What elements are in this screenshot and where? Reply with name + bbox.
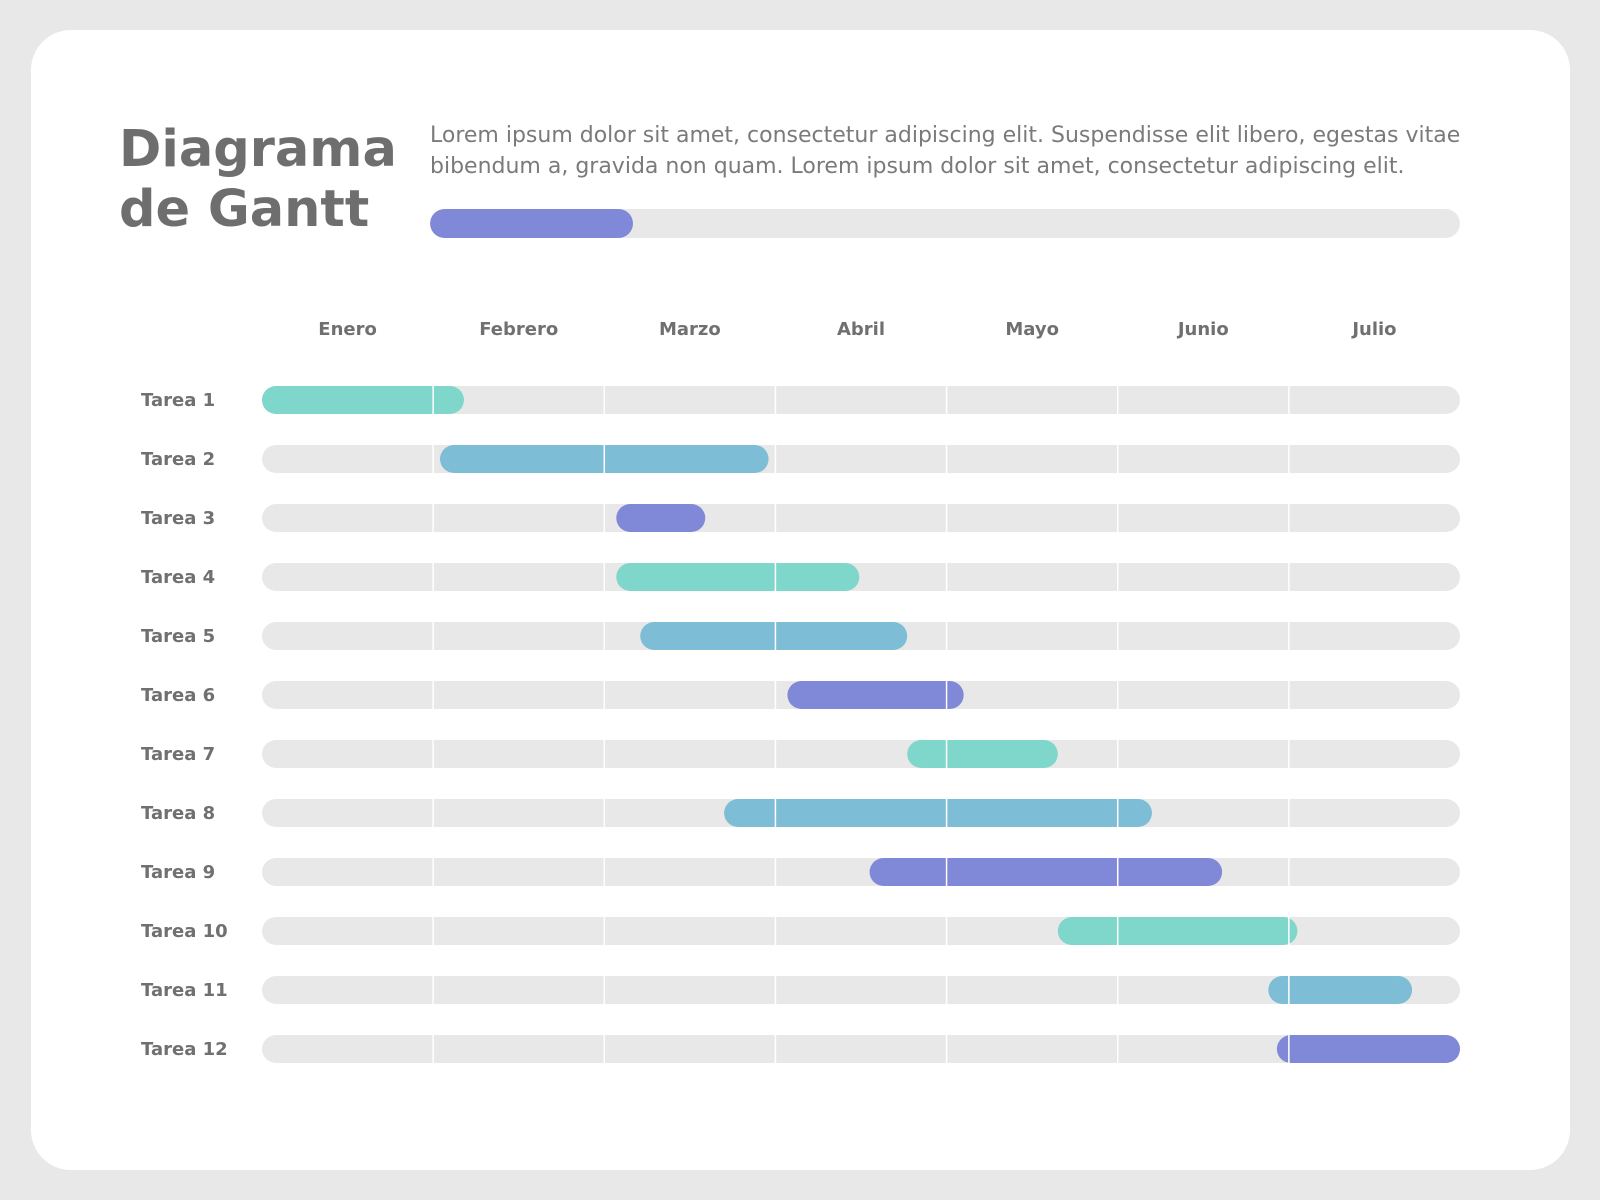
task-label-4: Tarea 4: [141, 567, 215, 588]
task-bar-4: [616, 563, 860, 591]
task-bar-11: [1268, 976, 1413, 1004]
month-label-7: Julio: [1350, 319, 1396, 340]
task-label-2: Tarea 2: [141, 449, 215, 470]
task-bar-5: [640, 622, 908, 650]
task-label-6: Tarea 6: [141, 685, 215, 706]
progress-fill: [430, 209, 633, 238]
task-bar-6: [787, 681, 964, 709]
task-bar-10: [1057, 917, 1298, 945]
task-label-5: Tarea 5: [141, 626, 215, 647]
task-label-8: Tarea 8: [141, 803, 215, 824]
month-label-2: Febrero: [479, 319, 558, 340]
month-label-1: Enero: [318, 319, 377, 340]
title-line-1: Diagrama: [119, 120, 397, 179]
row-track-11: [262, 976, 1460, 1004]
task-bar-8: [724, 799, 1152, 827]
task-label-11: Tarea 11: [141, 980, 228, 1001]
task-bar-3: [616, 504, 706, 532]
row-track-3: [262, 504, 1460, 532]
page-title: Diagrama de Gantt: [119, 120, 409, 240]
task-label-12: Tarea 12: [141, 1039, 228, 1060]
task-bar-7: [907, 740, 1058, 768]
description-text: Lorem ipsum dolor sit amet, consectetur …: [430, 123, 1461, 179]
task-bar-9: [869, 858, 1223, 886]
task-label-7: Tarea 7: [141, 744, 215, 765]
month-label-6: Junio: [1176, 319, 1229, 340]
task-label-1: Tarea 1: [141, 390, 215, 411]
task-label-10: Tarea 10: [141, 921, 228, 942]
task-bar-12: [1276, 1035, 1460, 1063]
month-label-4: Abril: [837, 319, 885, 340]
row-track-7: [262, 740, 1460, 768]
row-track-12: [262, 1035, 1460, 1063]
task-label-9: Tarea 9: [141, 862, 215, 883]
title-line-2: de Gantt: [119, 180, 370, 239]
progress-track: [430, 209, 1460, 238]
row-track-9: [262, 858, 1460, 886]
task-label-3: Tarea 3: [141, 508, 215, 529]
month-label-3: Marzo: [659, 319, 721, 340]
row-track-1: [262, 386, 1460, 414]
task-bar-1: [262, 386, 464, 414]
row-track-4: [262, 563, 1460, 591]
month-label-5: Mayo: [1005, 319, 1059, 340]
